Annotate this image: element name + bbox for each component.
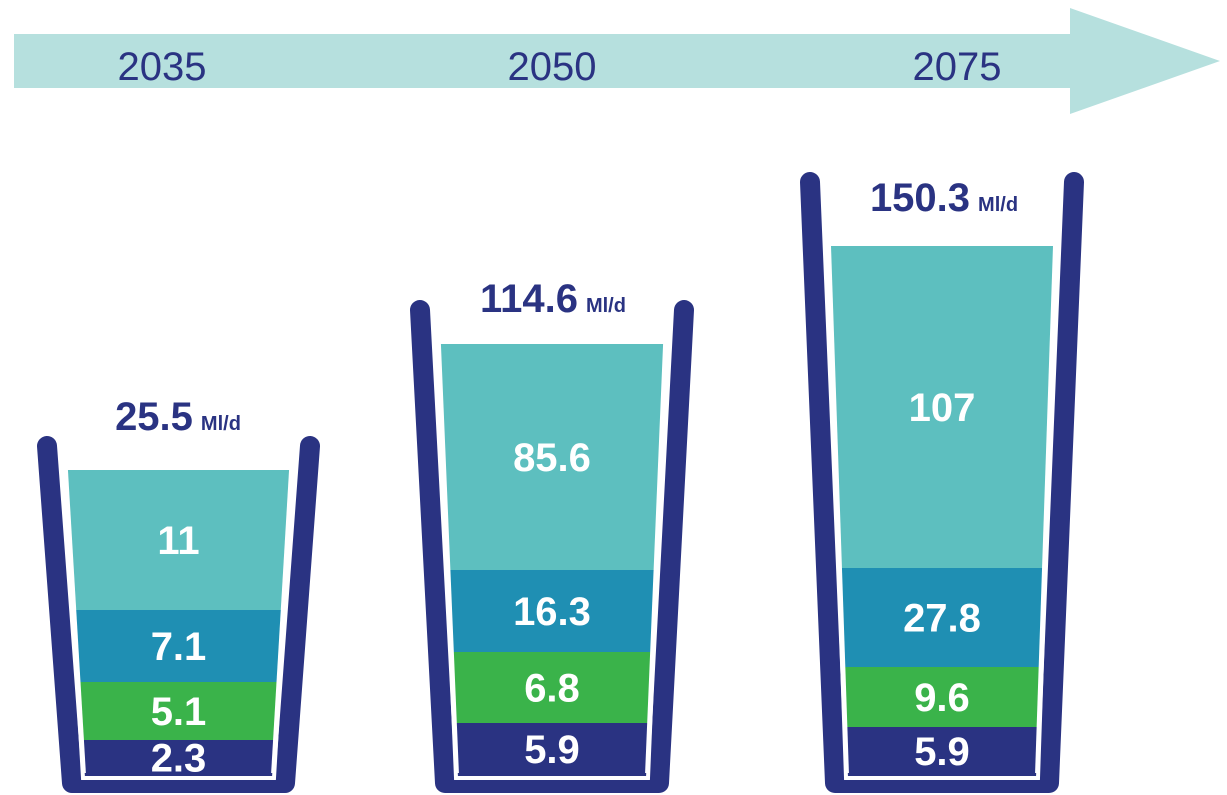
total-unit: Ml/d — [586, 295, 626, 317]
glass-inner-border — [826, 245, 1058, 780]
glass-2035: 2.35.1 7.1 11 25.5 Ml/d — [37, 395, 320, 793]
segment-2050-2 — [450, 570, 654, 652]
segment-2035-2 — [76, 610, 281, 682]
glass-outline — [800, 172, 1084, 793]
segment-2075-0 — [847, 727, 1037, 775]
total-unit: Ml/d — [978, 194, 1018, 216]
timeline-arrow — [14, 8, 1220, 114]
segment-label: 7.1 — [151, 625, 207, 669]
segment-label: 5.9 — [524, 728, 580, 772]
segment-2050-0 — [456, 723, 648, 775]
segment-2075-3 — [831, 246, 1053, 568]
total-value: 150.3 — [870, 176, 970, 220]
segment-2035-0 — [83, 740, 274, 775]
segment-2035-3 — [67, 470, 290, 610]
segment-label: 85.6 — [513, 436, 591, 480]
total-label: 25.5 Ml/d — [115, 395, 241, 439]
glass-inner-border — [436, 345, 668, 780]
glass-2050: 5.9 6.8 16.3 85.6 114.6 Ml/d — [410, 277, 694, 793]
segment-2075-1 — [845, 667, 1039, 727]
glass-outline — [410, 300, 694, 793]
total-label: 114.6 Ml/d — [480, 277, 626, 321]
segment-label: 5.1 — [151, 690, 207, 734]
year-labels: 2035 2050 2075 — [118, 45, 1002, 89]
year-label-2075: 2075 — [913, 45, 1002, 89]
total-value: 114.6 — [480, 277, 578, 321]
total-value: 25.5 — [115, 395, 193, 439]
glass-inner-border — [63, 470, 294, 780]
segment-label: 9.6 — [914, 676, 970, 720]
total-unit: Ml/d — [201, 413, 241, 435]
glass-outline — [37, 436, 320, 793]
year-label-2035: 2035 — [118, 45, 207, 89]
segment-label: 107 — [909, 386, 976, 430]
segment-label: 11 — [157, 519, 199, 563]
segment-2075-2 — [841, 568, 1043, 667]
segment-label: 2.3 — [151, 737, 207, 781]
year-label-2050: 2050 — [508, 45, 597, 89]
segment-label: 27.8 — [903, 597, 981, 641]
total-label: 150.3 Ml/d — [870, 176, 1018, 220]
glasses: 2.35.1 7.1 11 25.5 Ml/d 5.9 6.8 16.3 85.6 114.6 Ml… — [37, 172, 1084, 793]
segment-2050-3 — [440, 344, 664, 570]
segment-label: 16.3 — [513, 590, 591, 634]
glass-2075: 5.9 9.6 27.8 107 150.3 Ml/d — [800, 172, 1084, 793]
segment-2035-1 — [80, 682, 277, 740]
segment-2050-1 — [453, 652, 651, 723]
segment-label: 6.8 — [524, 667, 580, 711]
segment-label: 5.9 — [914, 730, 970, 774]
